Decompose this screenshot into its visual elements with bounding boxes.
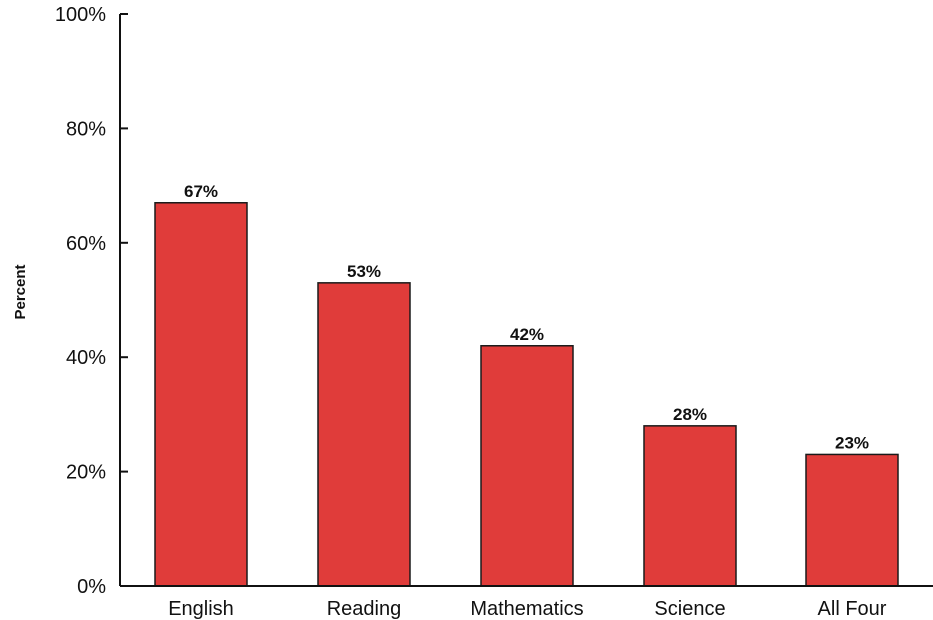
y-tick-label: 100% bbox=[55, 4, 106, 26]
x-tick-label: Mathematics bbox=[470, 598, 583, 620]
x-tick-label: Science bbox=[654, 598, 725, 620]
x-tick-label: Reading bbox=[327, 598, 402, 620]
value-labels-group: 67% 53% 42% 28% 23% bbox=[184, 182, 869, 453]
x-tick-label: English bbox=[168, 598, 234, 620]
bar-reading bbox=[317, 282, 411, 587]
bar-value-label: 23% bbox=[835, 433, 869, 452]
x-tick-label: All Four bbox=[818, 598, 887, 620]
plot-area: 67% 53% 42% 28% 23% 0% 20% 40% 60% 80% 100% Engli… bbox=[55, 4, 933, 620]
y-axis-title: Percent bbox=[12, 264, 29, 319]
y-tick-label: 60% bbox=[66, 233, 106, 255]
bar-science bbox=[643, 425, 737, 587]
x-tick-labels-group: English Reading Mathematics Science All Four bbox=[168, 598, 887, 620]
bars-group bbox=[154, 202, 899, 587]
bar-mathematics bbox=[480, 345, 574, 587]
bar-value-label: 53% bbox=[347, 262, 381, 281]
y-tick-label: 40% bbox=[66, 347, 106, 369]
bar-english bbox=[154, 202, 248, 587]
y-ticks-group: 0% 20% 40% 60% 80% 100% bbox=[55, 4, 128, 598]
y-tick-label: 0% bbox=[77, 576, 106, 598]
bar-value-label: 67% bbox=[184, 182, 218, 201]
y-tick-label: 20% bbox=[66, 462, 106, 484]
y-tick-label: 80% bbox=[66, 118, 106, 140]
bar-all-four bbox=[805, 453, 899, 587]
bar-value-label: 28% bbox=[673, 405, 707, 424]
bar-value-label: 42% bbox=[510, 325, 544, 344]
